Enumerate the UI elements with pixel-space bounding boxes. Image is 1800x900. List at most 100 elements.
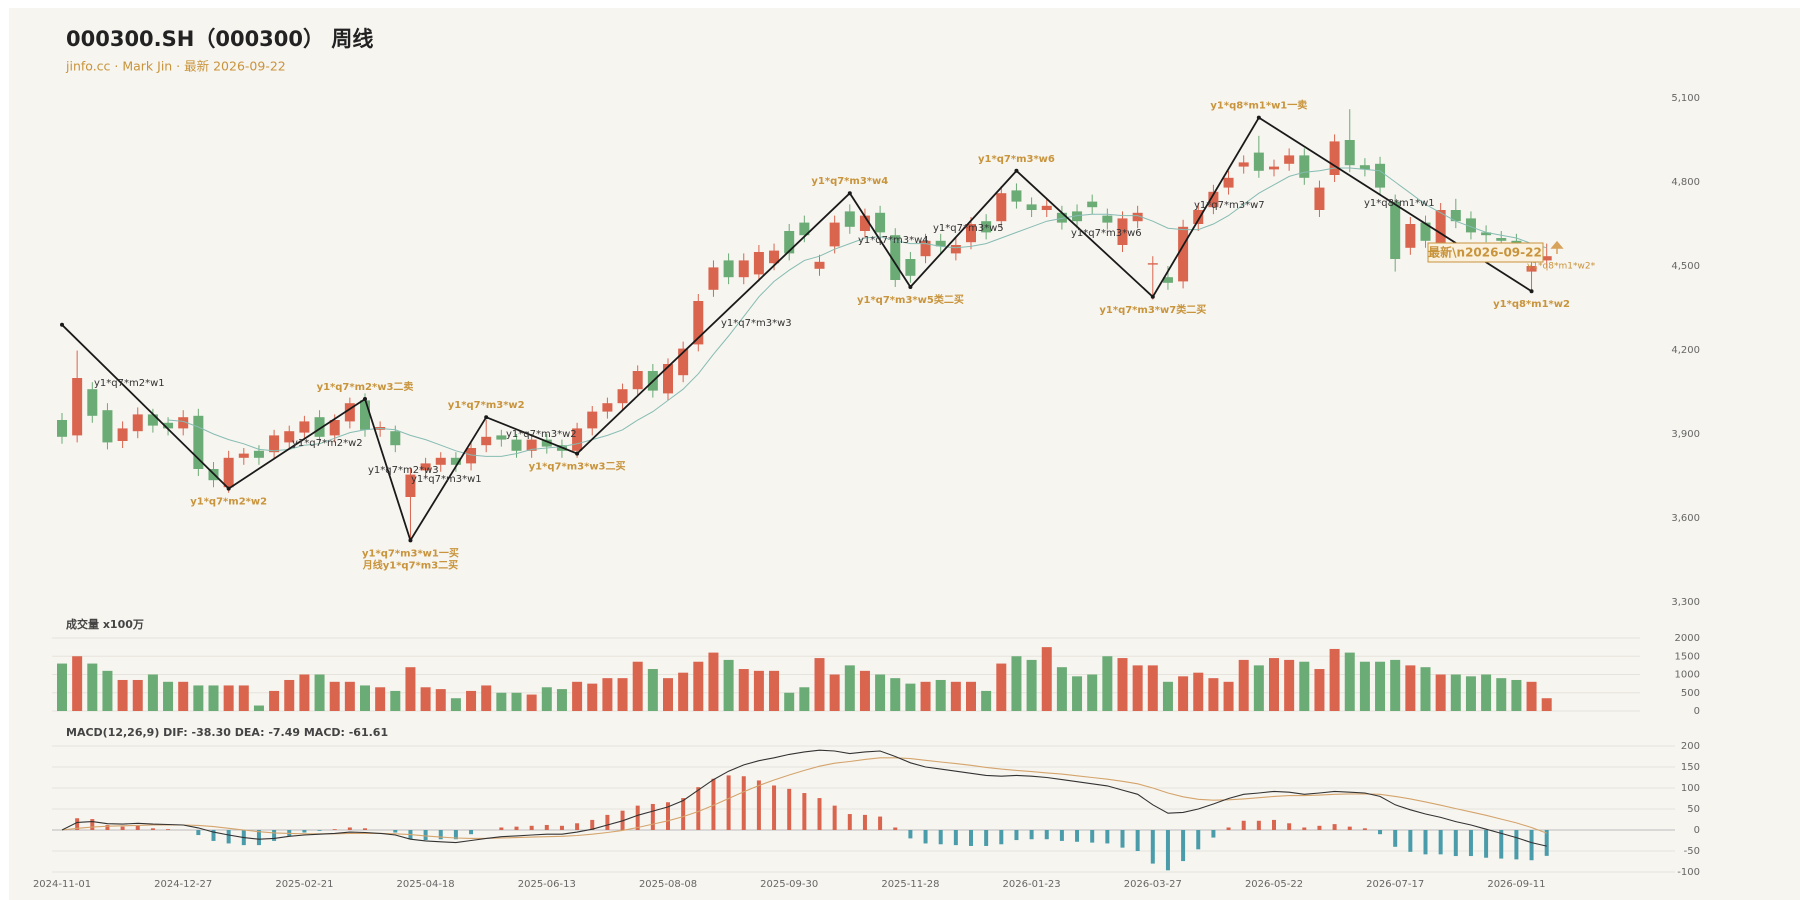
candle-body <box>1284 155 1295 164</box>
candle-body <box>541 439 552 447</box>
candle-body <box>738 260 749 278</box>
macd-bar <box>1059 830 1064 841</box>
volume-bar <box>1526 681 1537 711</box>
volume-bar <box>1344 652 1355 711</box>
candle-body <box>859 215 870 231</box>
candle-body <box>450 457 461 465</box>
volume-bar <box>1147 665 1158 711</box>
volume-bar <box>390 690 401 711</box>
volume-bar <box>814 658 825 711</box>
zigzag-label: y1*q7*m3*w7类二买 <box>1099 303 1206 316</box>
zigzag-vertex <box>60 322 64 327</box>
volume-bar <box>1072 676 1083 711</box>
chart-subtitle: jinfo.cc · Mark Jin · 最新 2026-09-22 <box>65 59 286 74</box>
candle-body <box>935 240 946 247</box>
candle-body <box>981 221 992 233</box>
candle-body <box>1299 155 1310 178</box>
y-tick-label: 4,800 <box>1671 177 1700 188</box>
volume-bar <box>1193 672 1204 711</box>
candle-body <box>481 436 492 446</box>
volume-bar <box>1011 656 1022 711</box>
candle-body <box>87 389 98 416</box>
candle-body <box>1390 201 1401 259</box>
volume-bar <box>920 681 931 711</box>
volume-bar <box>935 679 946 711</box>
macd-bar <box>544 824 549 830</box>
volume-bar <box>1178 676 1189 711</box>
macd-bar <box>1332 824 1337 830</box>
macd-title: MACD(12,26,9) DIF: -38.30 DEA: -7.49 MAC… <box>66 726 388 739</box>
macd-bar <box>1256 820 1261 830</box>
macd-bar <box>1105 830 1110 844</box>
candle-body <box>769 250 780 264</box>
macd-bar <box>150 828 155 830</box>
volume-bar <box>1481 674 1492 711</box>
volume-bar <box>102 670 113 711</box>
x-tick-label: 2025-08-08 <box>639 879 697 890</box>
x-tick-label: 2025-04-18 <box>397 879 455 890</box>
candle-body <box>1193 210 1204 224</box>
volume-bar <box>117 679 128 711</box>
volume-bar <box>996 663 1007 711</box>
macd-bar <box>938 830 943 845</box>
macd-bar <box>1075 830 1080 842</box>
candle-body <box>496 435 507 440</box>
macd-bar <box>1029 830 1034 840</box>
volume-bar <box>708 652 719 711</box>
macd-bar <box>908 830 913 839</box>
macd-bar <box>1484 830 1489 858</box>
candle-body <box>1238 162 1249 167</box>
macd-bar <box>469 830 474 835</box>
candle-body <box>1465 218 1476 233</box>
volume-bar <box>981 690 992 711</box>
macd-bar <box>681 798 686 830</box>
volume-bar <box>329 681 340 711</box>
volume-bar <box>208 685 219 711</box>
macd-bar <box>1181 830 1186 862</box>
card <box>9 8 1800 900</box>
macd-bar <box>1347 826 1352 830</box>
volume-bar <box>1435 674 1446 711</box>
macd-bar <box>1317 825 1322 830</box>
candle-body <box>1162 277 1173 283</box>
candle-body <box>390 431 401 446</box>
volume-bar <box>87 663 98 711</box>
candle-body <box>1147 263 1158 265</box>
candle-body <box>1541 256 1552 261</box>
zigzag-vertex <box>363 397 367 401</box>
macd-bar <box>787 788 792 830</box>
macd-bar <box>453 830 458 840</box>
latest-label: 最新\n2026-09-22 <box>1428 245 1542 260</box>
candle-body <box>693 301 704 345</box>
volume-bar <box>360 685 370 711</box>
zigzag-vertex <box>484 415 489 420</box>
candle-body <box>1178 226 1189 282</box>
candle-body <box>360 400 370 430</box>
dif-line <box>61 749 1547 847</box>
candle-body <box>1269 166 1279 170</box>
volume-bar <box>829 674 840 711</box>
volume-bar <box>1056 667 1067 711</box>
candle-body <box>329 420 340 436</box>
volume-bar <box>966 681 976 711</box>
volume-bar <box>284 679 295 711</box>
volume-bar <box>405 667 416 711</box>
volume-bar <box>602 678 613 711</box>
macd-bar <box>878 816 883 830</box>
pivot-note: y1*q7*m3*w4 <box>858 235 929 246</box>
macd-bar <box>893 827 898 830</box>
macd-bar <box>832 805 837 830</box>
volume-bar <box>632 661 643 711</box>
macd-bar <box>559 825 564 830</box>
x-tick-label: 2026-05-22 <box>1245 879 1303 890</box>
volume-bar <box>132 679 143 711</box>
candle-body <box>269 435 280 453</box>
volume-bar <box>269 690 280 711</box>
candle-body <box>1481 232 1492 236</box>
candle-body <box>511 439 522 451</box>
candle-body <box>1344 140 1355 166</box>
y-tick-label: 4,500 <box>1671 261 1700 272</box>
candle-body <box>905 259 916 276</box>
candle-body <box>1496 238 1507 241</box>
candle-body <box>920 240 931 257</box>
